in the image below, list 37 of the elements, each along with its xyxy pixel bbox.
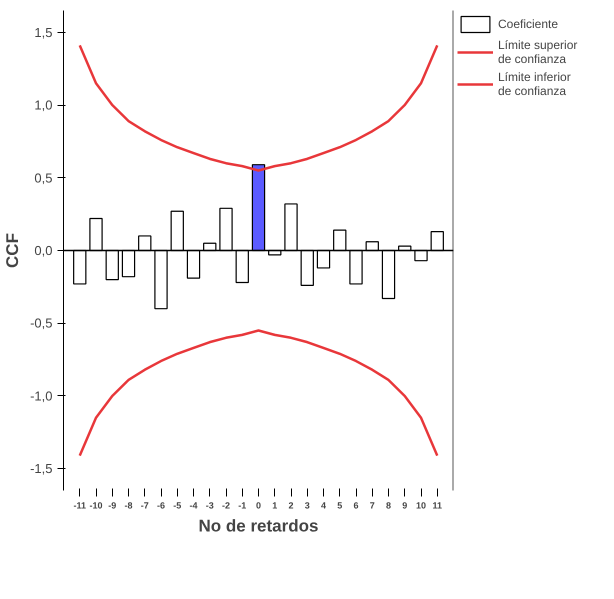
- y-tick-label: -0,5: [30, 316, 53, 331]
- x-tick-label: 7: [370, 500, 375, 510]
- y-tick-label: 1,0: [34, 98, 53, 113]
- x-tick-label: -10: [89, 500, 103, 510]
- x-tick-label: 2: [288, 500, 294, 510]
- x-tick-label: 11: [432, 500, 442, 510]
- x-tick-label: 9: [402, 500, 408, 510]
- x-axis-title: No de retardos: [198, 516, 318, 536]
- legend-label: Límite superior de confianza: [498, 38, 578, 66]
- y-tick-label: 0,0: [34, 243, 53, 258]
- x-tick-label: -4: [190, 500, 198, 510]
- x-tick-label: -11: [73, 500, 86, 510]
- x-tick-label: -2: [222, 500, 230, 510]
- x-tick-label: 8: [386, 500, 392, 510]
- y-tick-label: -1,0: [30, 388, 53, 404]
- line-series: [78, 44, 438, 172]
- x-tick-label: -3: [206, 500, 214, 510]
- x-tick-label: -1: [238, 500, 246, 510]
- x-tick-label: 0: [256, 500, 262, 510]
- legend-label: Límite inferior de confianza: [498, 70, 571, 98]
- x-tick-label: 6: [353, 500, 359, 510]
- line-series: [78, 329, 438, 457]
- x-tick-label: -9: [108, 500, 116, 510]
- x-tick-label: 10: [416, 500, 426, 510]
- x-tick-label: 5: [337, 500, 342, 510]
- x-tick-label: 4: [320, 500, 326, 510]
- x-tick-label: 1: [272, 500, 278, 510]
- x-tick-label: -8: [124, 500, 133, 510]
- x-tick-label: -7: [140, 500, 149, 510]
- y-axis-title: CCF: [3, 233, 22, 268]
- y-tick-label: 0,5: [34, 170, 53, 186]
- y-tick-label: -1,5: [30, 461, 53, 476]
- x-tick-label: -6: [157, 500, 166, 510]
- legend-label: Coeficiente: [498, 17, 558, 31]
- y-tick-label: 1,5: [34, 24, 53, 40]
- x-tick-label: -5: [173, 500, 182, 510]
- x-tick-label: 3: [304, 500, 310, 510]
